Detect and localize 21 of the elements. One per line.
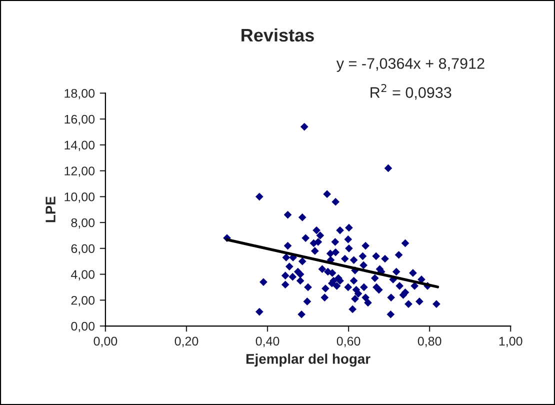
x-axis-title: Ejemplar del hogar xyxy=(246,354,370,367)
x-tick-label: 0,00 xyxy=(94,336,118,348)
annotation: R$^{2}$ = 0,0933 xyxy=(370,84,452,100)
y-tick-label: 6,00 xyxy=(71,244,95,255)
x-tick-label: 0,80 xyxy=(418,336,442,348)
y-tick-label: 4,00 xyxy=(70,270,95,280)
y-tick-label: 12,00 xyxy=(64,166,95,177)
text: y = -7,0364x + 8,7912 xyxy=(336,58,484,72)
x-tick-label: 0,40 xyxy=(256,336,280,348)
y-tick-label: 0,00 xyxy=(71,322,95,332)
y-axis-title: LPE xyxy=(46,196,56,222)
y-tick-label: 18,00 xyxy=(64,88,95,100)
y-tick-label: 16,00 xyxy=(64,114,95,126)
y-tick-label: 8,00 xyxy=(71,218,95,229)
x-tick-label: 0,20 xyxy=(174,336,198,348)
y-tick-label: 14,00 xyxy=(64,140,95,152)
chart-title: Revistas xyxy=(242,28,314,42)
y-tick-label: 10,00 xyxy=(64,192,95,203)
x-tick-label: 1,00 xyxy=(499,336,522,348)
x-tick-label: 0,60 xyxy=(336,336,360,348)
y-tick-label: 2,00 xyxy=(71,296,95,306)
